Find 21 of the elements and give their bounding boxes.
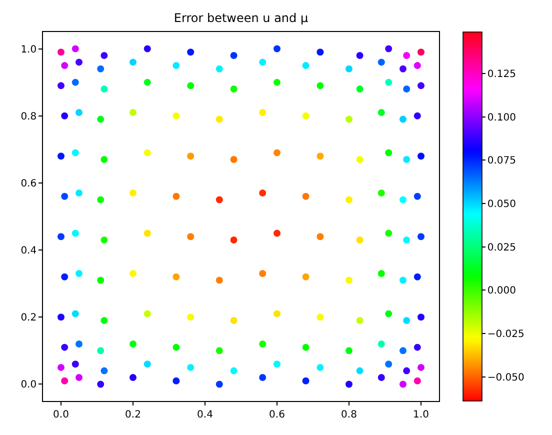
x-tick-label: 0.0 [53, 409, 69, 420]
x-tick-label: 0.4 [197, 409, 213, 420]
x-tick-label: 0.8 [341, 409, 357, 420]
color-bar-label: −0.050 [487, 372, 524, 384]
y-tick-label: 1.0 [20, 44, 37, 56]
y-tick-label: 0.0 [20, 380, 37, 391]
x-tick-label: 0.2 [125, 409, 141, 420]
y-tick-label: 0.8 [20, 111, 37, 122]
y-tick-label: 0.6 [20, 178, 37, 190]
color-bar-label: 0.025 [487, 242, 516, 254]
x-tick-label: 0.6 [269, 409, 285, 420]
color-bar-label: 0.100 [487, 112, 516, 124]
color-bar-label: 0.050 [487, 199, 516, 210]
y-tick-label: 0.4 [20, 246, 37, 257]
chart-title: Error between u and μ [174, 11, 308, 26]
color-bar-label: −0.025 [487, 328, 524, 340]
x-tick-label: 1.0 [413, 409, 429, 420]
color-bar-label: 0.075 [487, 156, 516, 167]
color-bar-label: 0.000 [487, 286, 516, 297]
color-bar-label: 0.125 [487, 69, 516, 80]
y-tick-label: 0.2 [20, 312, 37, 324]
